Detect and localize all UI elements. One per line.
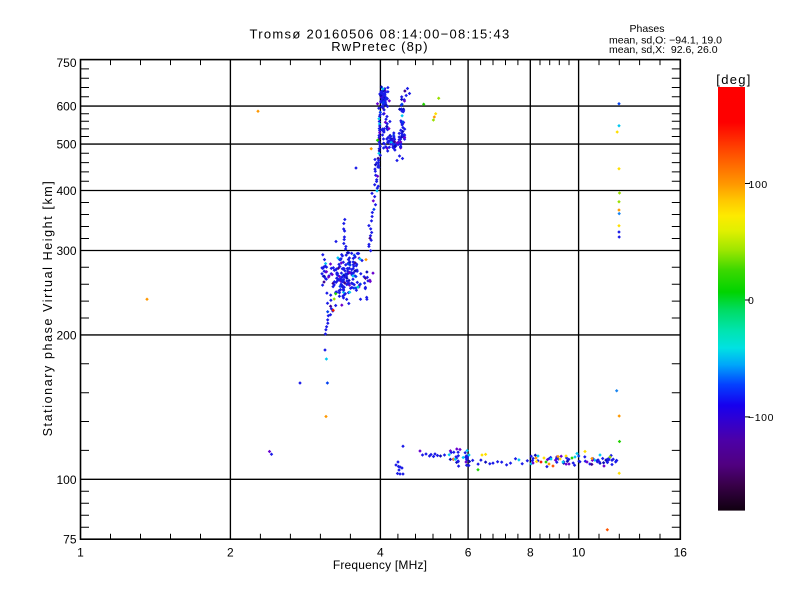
svg-text:10: 10 — [572, 546, 586, 560]
svg-text:1: 1 — [77, 546, 84, 560]
svg-text:Tromsø 20160506 08:14:00−08:15: Tromsø 20160506 08:14:00−08:15:43 — [249, 27, 510, 42]
svg-text:6: 6 — [465, 546, 472, 560]
svg-text:8: 8 — [527, 546, 534, 560]
svg-text:Phases: Phases — [629, 23, 664, 35]
svg-text:750: 750 — [56, 56, 76, 70]
svg-text:Frequency [MHz]: Frequency [MHz] — [333, 558, 427, 572]
svg-text:300: 300 — [56, 244, 76, 258]
svg-text:600: 600 — [56, 100, 76, 114]
svg-text:4: 4 — [377, 546, 384, 560]
svg-text:400: 400 — [56, 184, 76, 198]
svg-text:500: 500 — [56, 138, 76, 152]
svg-text:100: 100 — [749, 179, 768, 191]
svg-text:mean, sd,X: 92.6, 26.0: mean, sd,X: 92.6, 26.0 — [609, 44, 718, 56]
svg-text:16: 16 — [674, 546, 688, 560]
svg-text:Stationary phase Virtual Heigh: Stationary phase Virtual Height [km] — [41, 180, 55, 437]
svg-text:RwPretec (8p): RwPretec (8p) — [331, 39, 428, 54]
svg-text:−100: −100 — [748, 412, 774, 424]
svg-text:100: 100 — [56, 473, 76, 487]
svg-text:[deg]: [deg] — [716, 72, 751, 87]
svg-text:mean, sd,O: −94.1, 19.0: mean, sd,O: −94.1, 19.0 — [609, 35, 722, 47]
svg-text:75: 75 — [63, 533, 77, 547]
svg-text:2: 2 — [227, 546, 234, 560]
svg-text:200: 200 — [56, 328, 76, 342]
svg-text:0: 0 — [748, 295, 754, 307]
